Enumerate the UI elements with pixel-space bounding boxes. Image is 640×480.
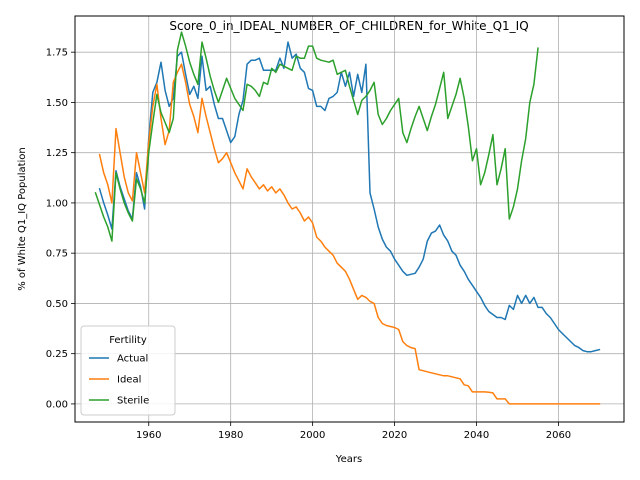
y-tick-label: 0.25 bbox=[46, 349, 68, 360]
x-tick-label: 1980 bbox=[218, 430, 243, 441]
legend-title: Fertility bbox=[109, 335, 147, 346]
legend-label-ideal: Ideal bbox=[117, 375, 141, 386]
legend: Fertility Actual Ideal Sterile bbox=[80, 325, 176, 416]
y-tick-label: 0.50 bbox=[46, 299, 68, 310]
x-tick-label: 2020 bbox=[382, 430, 407, 441]
legend-entries: Actual Ideal Sterile bbox=[89, 354, 149, 407]
y-tick-label: 1.75 bbox=[46, 48, 68, 59]
x-axis-ticks: 1960 1980 2000 2020 2040 2060 bbox=[136, 422, 571, 441]
legend-label-sterile: Sterile bbox=[117, 396, 149, 407]
series-layer bbox=[94, 31, 601, 405]
y-tick-label: 0.75 bbox=[46, 249, 68, 260]
chart-title: Score_0_in_IDEAL_NUMBER_OF_CHILDREN_for_… bbox=[169, 19, 528, 33]
y-axis-ticks: 0.00 0.25 0.50 0.75 1.00 1.25 1.50 1.75 bbox=[46, 48, 75, 410]
y-tick-label: 1.50 bbox=[46, 98, 68, 109]
series-line-sterile bbox=[94, 31, 539, 242]
x-tick-label: 2060 bbox=[546, 430, 571, 441]
y-tick-label: 1.25 bbox=[46, 148, 68, 159]
x-tick-label: 1960 bbox=[136, 430, 161, 441]
legend-box bbox=[80, 325, 176, 416]
legend-label-actual: Actual bbox=[117, 354, 148, 365]
x-tick-label: 2000 bbox=[300, 430, 325, 441]
y-axis-title: % of White Q1_IQ Population bbox=[17, 147, 28, 291]
series-line-ideal bbox=[98, 63, 601, 405]
x-axis-title: Years bbox=[335, 454, 362, 465]
plot-area-frame bbox=[74, 15, 625, 423]
y-tick-label: 1.00 bbox=[46, 198, 68, 209]
x-tick-label: 2040 bbox=[464, 430, 489, 441]
series-line-actual bbox=[98, 41, 601, 353]
y-tick-label: 0.00 bbox=[46, 399, 68, 410]
